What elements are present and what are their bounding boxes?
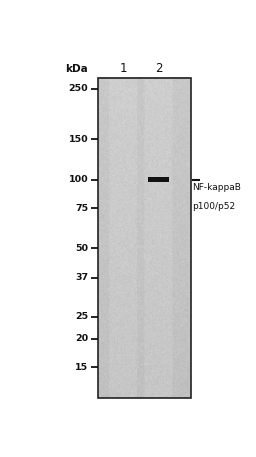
Bar <box>148 177 169 182</box>
Text: 37: 37 <box>75 273 88 282</box>
Text: kDa: kDa <box>65 64 88 74</box>
Text: 75: 75 <box>75 203 88 213</box>
Text: 1: 1 <box>120 63 127 75</box>
Text: 2: 2 <box>155 63 162 75</box>
Text: 150: 150 <box>69 135 88 144</box>
Bar <box>99 78 191 398</box>
Text: 50: 50 <box>75 244 88 253</box>
Text: 250: 250 <box>69 85 88 93</box>
Text: 25: 25 <box>75 312 88 321</box>
Text: 15: 15 <box>75 363 88 372</box>
Text: p100/p52: p100/p52 <box>192 202 235 212</box>
Text: NF-kappaB: NF-kappaB <box>192 183 241 192</box>
Text: 100: 100 <box>69 175 88 184</box>
Text: 20: 20 <box>75 334 88 343</box>
